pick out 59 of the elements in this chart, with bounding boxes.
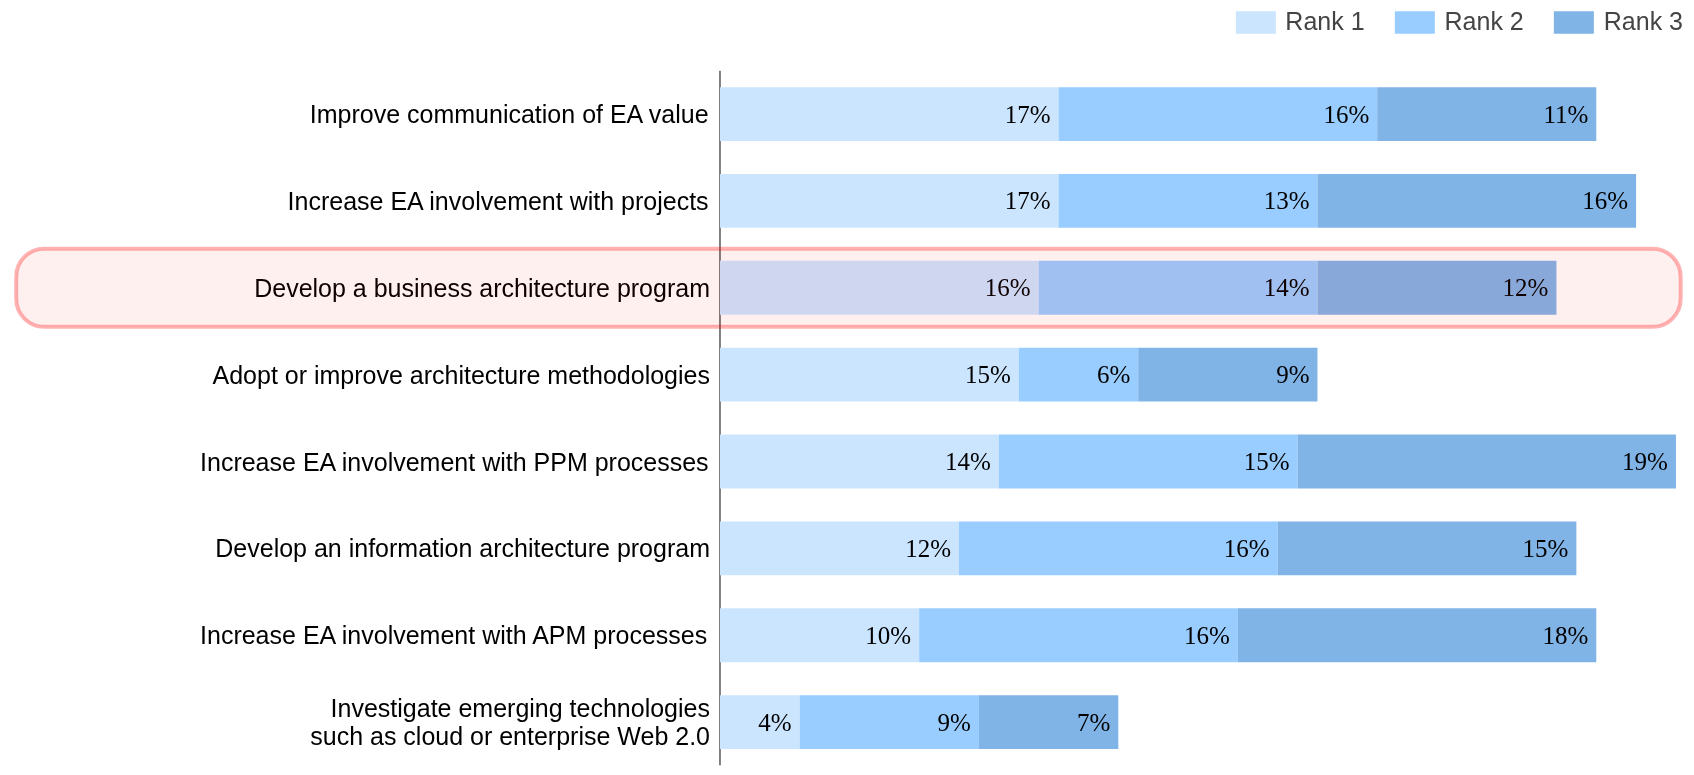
data-label: 9% (1276, 361, 1310, 389)
data-label: 17% (1004, 100, 1051, 128)
bar (1297, 434, 1676, 489)
data-label: 4% (758, 708, 792, 736)
data-label: 18% (1542, 621, 1589, 649)
bar (719, 608, 920, 663)
bar (719, 87, 1059, 141)
data-label: 7% (1076, 708, 1111, 736)
bar (1377, 87, 1597, 141)
data-label: 9% (937, 708, 971, 736)
y-tick-label: Increase EA involvement with APM processes (200, 621, 708, 650)
data-label: 16% (1183, 621, 1230, 649)
bar (1038, 260, 1318, 315)
data-label: 19% (1622, 448, 1668, 475)
data-label: 12% (905, 534, 951, 562)
bar (1138, 347, 1318, 402)
data-label: 14% (944, 448, 991, 475)
data-label: 15% (1243, 448, 1290, 475)
bar (1317, 260, 1557, 315)
bar (978, 695, 1119, 749)
bar (1058, 87, 1378, 141)
bar (719, 347, 1019, 402)
bar (998, 434, 1298, 489)
y-tick-label: Develop an information architecture program (215, 534, 710, 563)
data-label: 15% (964, 361, 1011, 389)
data-label: 16% (1582, 187, 1629, 215)
y-tick-label: Increase EA involvement with PPM processes (200, 447, 709, 476)
bar (1018, 347, 1139, 402)
y-tick-label: Improve communication of EA value (309, 100, 709, 129)
data-label: 16% (984, 274, 1031, 302)
bar (1058, 174, 1318, 228)
data-label: 16% (1223, 534, 1270, 562)
y-tick-label: Investigate emerging technologies such as cloud or enterprise Web 2.0 (310, 694, 710, 751)
bar (1277, 521, 1577, 576)
bar (1237, 608, 1597, 663)
data-label: 10% (865, 621, 912, 649)
bar (958, 521, 1278, 576)
bar (719, 521, 959, 576)
bar (799, 695, 979, 749)
bar (719, 260, 1039, 315)
data-label: 11% (1543, 100, 1589, 128)
legend-label: Rank 1 (1285, 7, 1365, 36)
data-label: 6% (1096, 361, 1131, 389)
y-tick-label: Develop a business architecture program (254, 273, 710, 302)
data-label: 17% (1004, 187, 1051, 215)
legend-label: Rank 3 (1603, 7, 1683, 36)
bar (719, 434, 999, 489)
data-label: 13% (1263, 187, 1310, 215)
data-label: 15% (1522, 534, 1569, 562)
data-label: 16% (1323, 100, 1370, 128)
bar (919, 608, 1238, 663)
y-tick-label: Increase EA involvement with projects (287, 186, 709, 215)
bar (719, 695, 800, 749)
legend-label: Rank 2 (1444, 7, 1524, 36)
bar (719, 174, 1059, 228)
data-label: 14% (1263, 274, 1310, 302)
y-tick-label: Adopt or improve architecture methodologies (212, 360, 710, 389)
data-label: 12% (1502, 274, 1549, 302)
bar (1317, 174, 1637, 228)
